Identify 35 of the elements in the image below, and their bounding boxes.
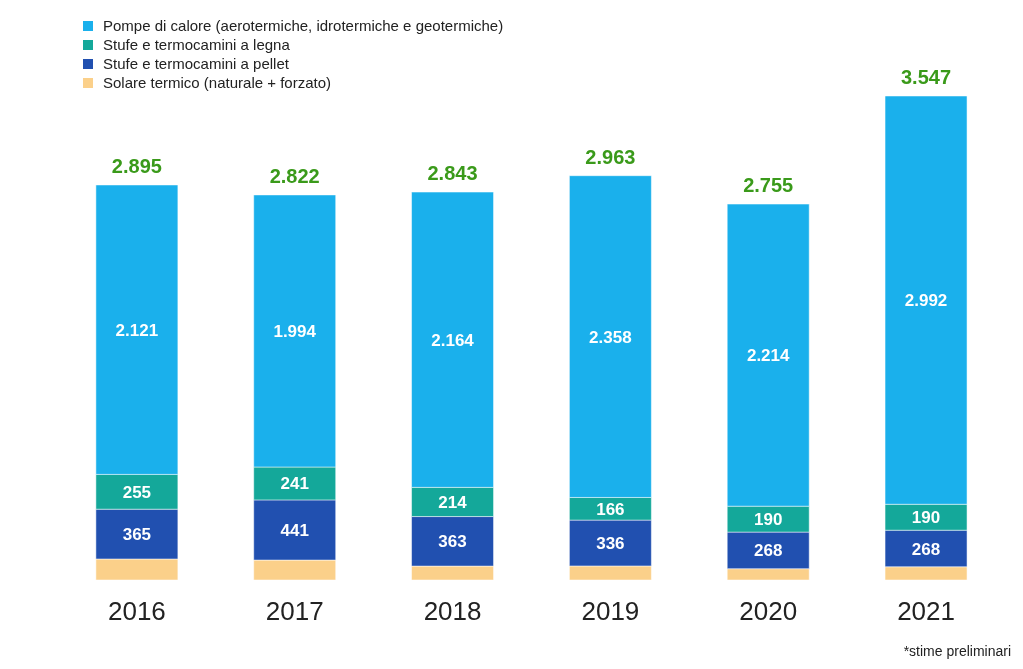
x-tick-label: 2016 <box>107 596 166 627</box>
data-label: 268 <box>754 541 783 561</box>
x-tick-label: 2019 <box>581 596 640 627</box>
data-label: 166 <box>596 499 625 519</box>
total-label: 2.963 <box>585 145 636 168</box>
total-label: 2.843 <box>427 162 478 185</box>
data-label: 363 <box>438 532 467 552</box>
legend-label: Stufe e termocamini a legna <box>103 35 290 54</box>
text: *stime preliminari <box>903 643 1011 659</box>
data-label: 1.994 <box>273 322 317 342</box>
data-label: 2.121 <box>115 320 159 340</box>
data-label: 2.164 <box>431 330 475 350</box>
x-tick-label: 2020 <box>739 596 798 627</box>
data-label: 268 <box>911 539 941 559</box>
data-label: 190 <box>911 508 941 528</box>
legend-label: Solare termico (naturale + forzato) <box>103 73 332 92</box>
legend-label: Pompe di calore (aerotermiche, idrotermiche e geotermiche) <box>103 16 504 35</box>
x-tick-label: 2017 <box>265 596 324 627</box>
data-label: 255 <box>122 482 152 502</box>
legend-label: Stufe e termocamini a pellet <box>103 54 289 73</box>
data-label: 241 <box>280 474 309 494</box>
total-label: 3.547 <box>901 66 952 88</box>
data-label: 365 <box>122 525 152 545</box>
total-label: 2.755 <box>743 174 794 197</box>
data-label: 336 <box>596 534 625 554</box>
data-label: 2.358 <box>589 327 632 347</box>
data-label: 441 <box>280 521 309 541</box>
data-label: 2.214 <box>746 346 791 366</box>
x-tick-label: 2021 <box>897 596 956 627</box>
data-label: 214 <box>438 492 468 512</box>
total-label: 2.895 <box>111 154 162 177</box>
data-label: 190 <box>754 510 783 530</box>
total-label: 2.822 <box>269 164 320 187</box>
data-label: 2.992 <box>904 291 948 311</box>
x-tick-label: 2018 <box>423 596 482 627</box>
